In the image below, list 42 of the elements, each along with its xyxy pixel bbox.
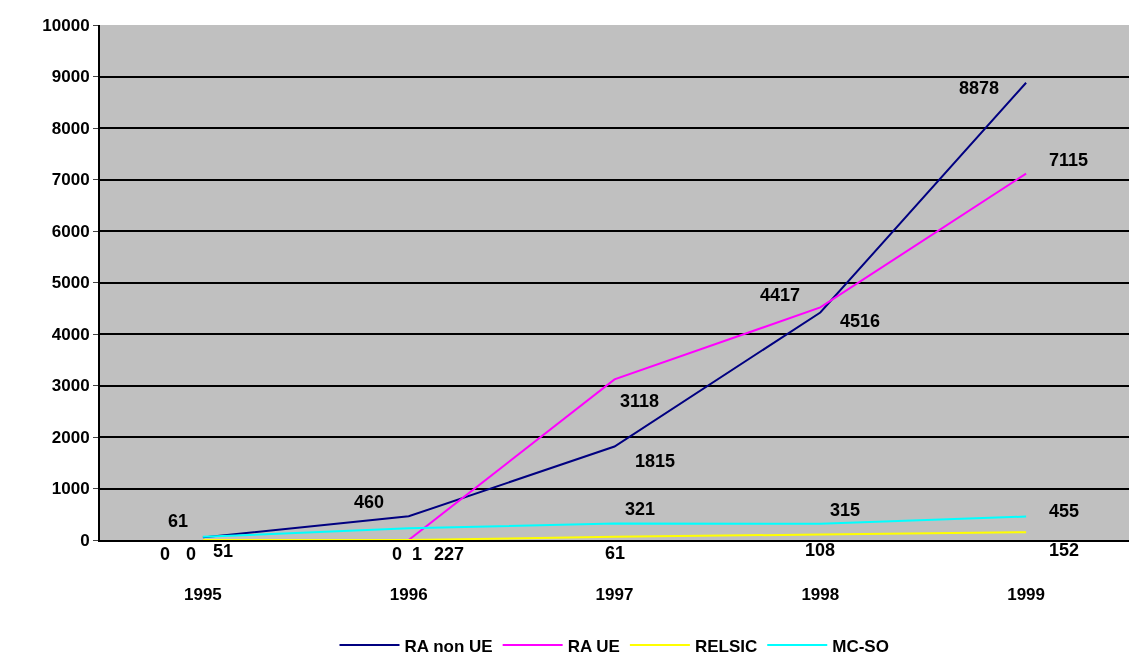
data-label: 3118 (620, 391, 660, 411)
y-tick-label: 5000 (51, 273, 90, 293)
x-tick-label: 1998 (801, 585, 840, 605)
y-tick-label: 6000 (51, 221, 90, 241)
data-label: 455 (1049, 501, 1080, 521)
data-label: 0 (186, 544, 197, 564)
data-label: 1 (412, 544, 423, 564)
y-tick-label: 9000 (51, 67, 90, 87)
line-series (201, 531, 1028, 540)
data-label: 460 (354, 492, 385, 512)
data-label: 4417 (760, 285, 801, 305)
line-series (201, 515, 1028, 538)
legend-label: RELSIC (694, 636, 758, 656)
x-tick-label: 1996 (389, 585, 428, 605)
data-label: 108 (805, 540, 836, 560)
data-label: 7115 (1049, 150, 1089, 170)
data-label: 0 (392, 544, 403, 564)
y-tick-label: 1000 (51, 479, 90, 499)
data-label: 321 (625, 499, 656, 519)
y-tick-label: 3000 (51, 376, 90, 396)
data-label: 227 (434, 544, 465, 564)
data-label: 315 (830, 500, 861, 520)
y-tick-label: 8000 (51, 118, 90, 138)
data-label: 8878 (959, 78, 1000, 98)
x-tick-label: 1999 (1007, 585, 1046, 605)
data-label: 152 (1049, 540, 1080, 560)
y-tick-label: 2000 (51, 427, 90, 447)
x-tick-label: 1995 (183, 585, 222, 605)
data-label: 61 (168, 511, 189, 531)
data-label: 61 (605, 543, 626, 563)
y-tick-label: 10000 (42, 15, 90, 35)
y-tick-label: 4000 (51, 324, 90, 344)
legend-label: RA UE (567, 636, 620, 656)
data-label: 0 (160, 544, 171, 564)
y-tick-label: 7000 (51, 170, 90, 190)
data-label: 1815 (635, 451, 676, 471)
x-tick-label: 1997 (595, 585, 634, 605)
data-label: 51 (213, 541, 234, 561)
data-label: 4516 (840, 311, 881, 331)
y-tick-label: 0 (80, 530, 90, 550)
legend-label: MC-SO (832, 636, 889, 656)
legend-label: RA non UE (404, 636, 493, 656)
